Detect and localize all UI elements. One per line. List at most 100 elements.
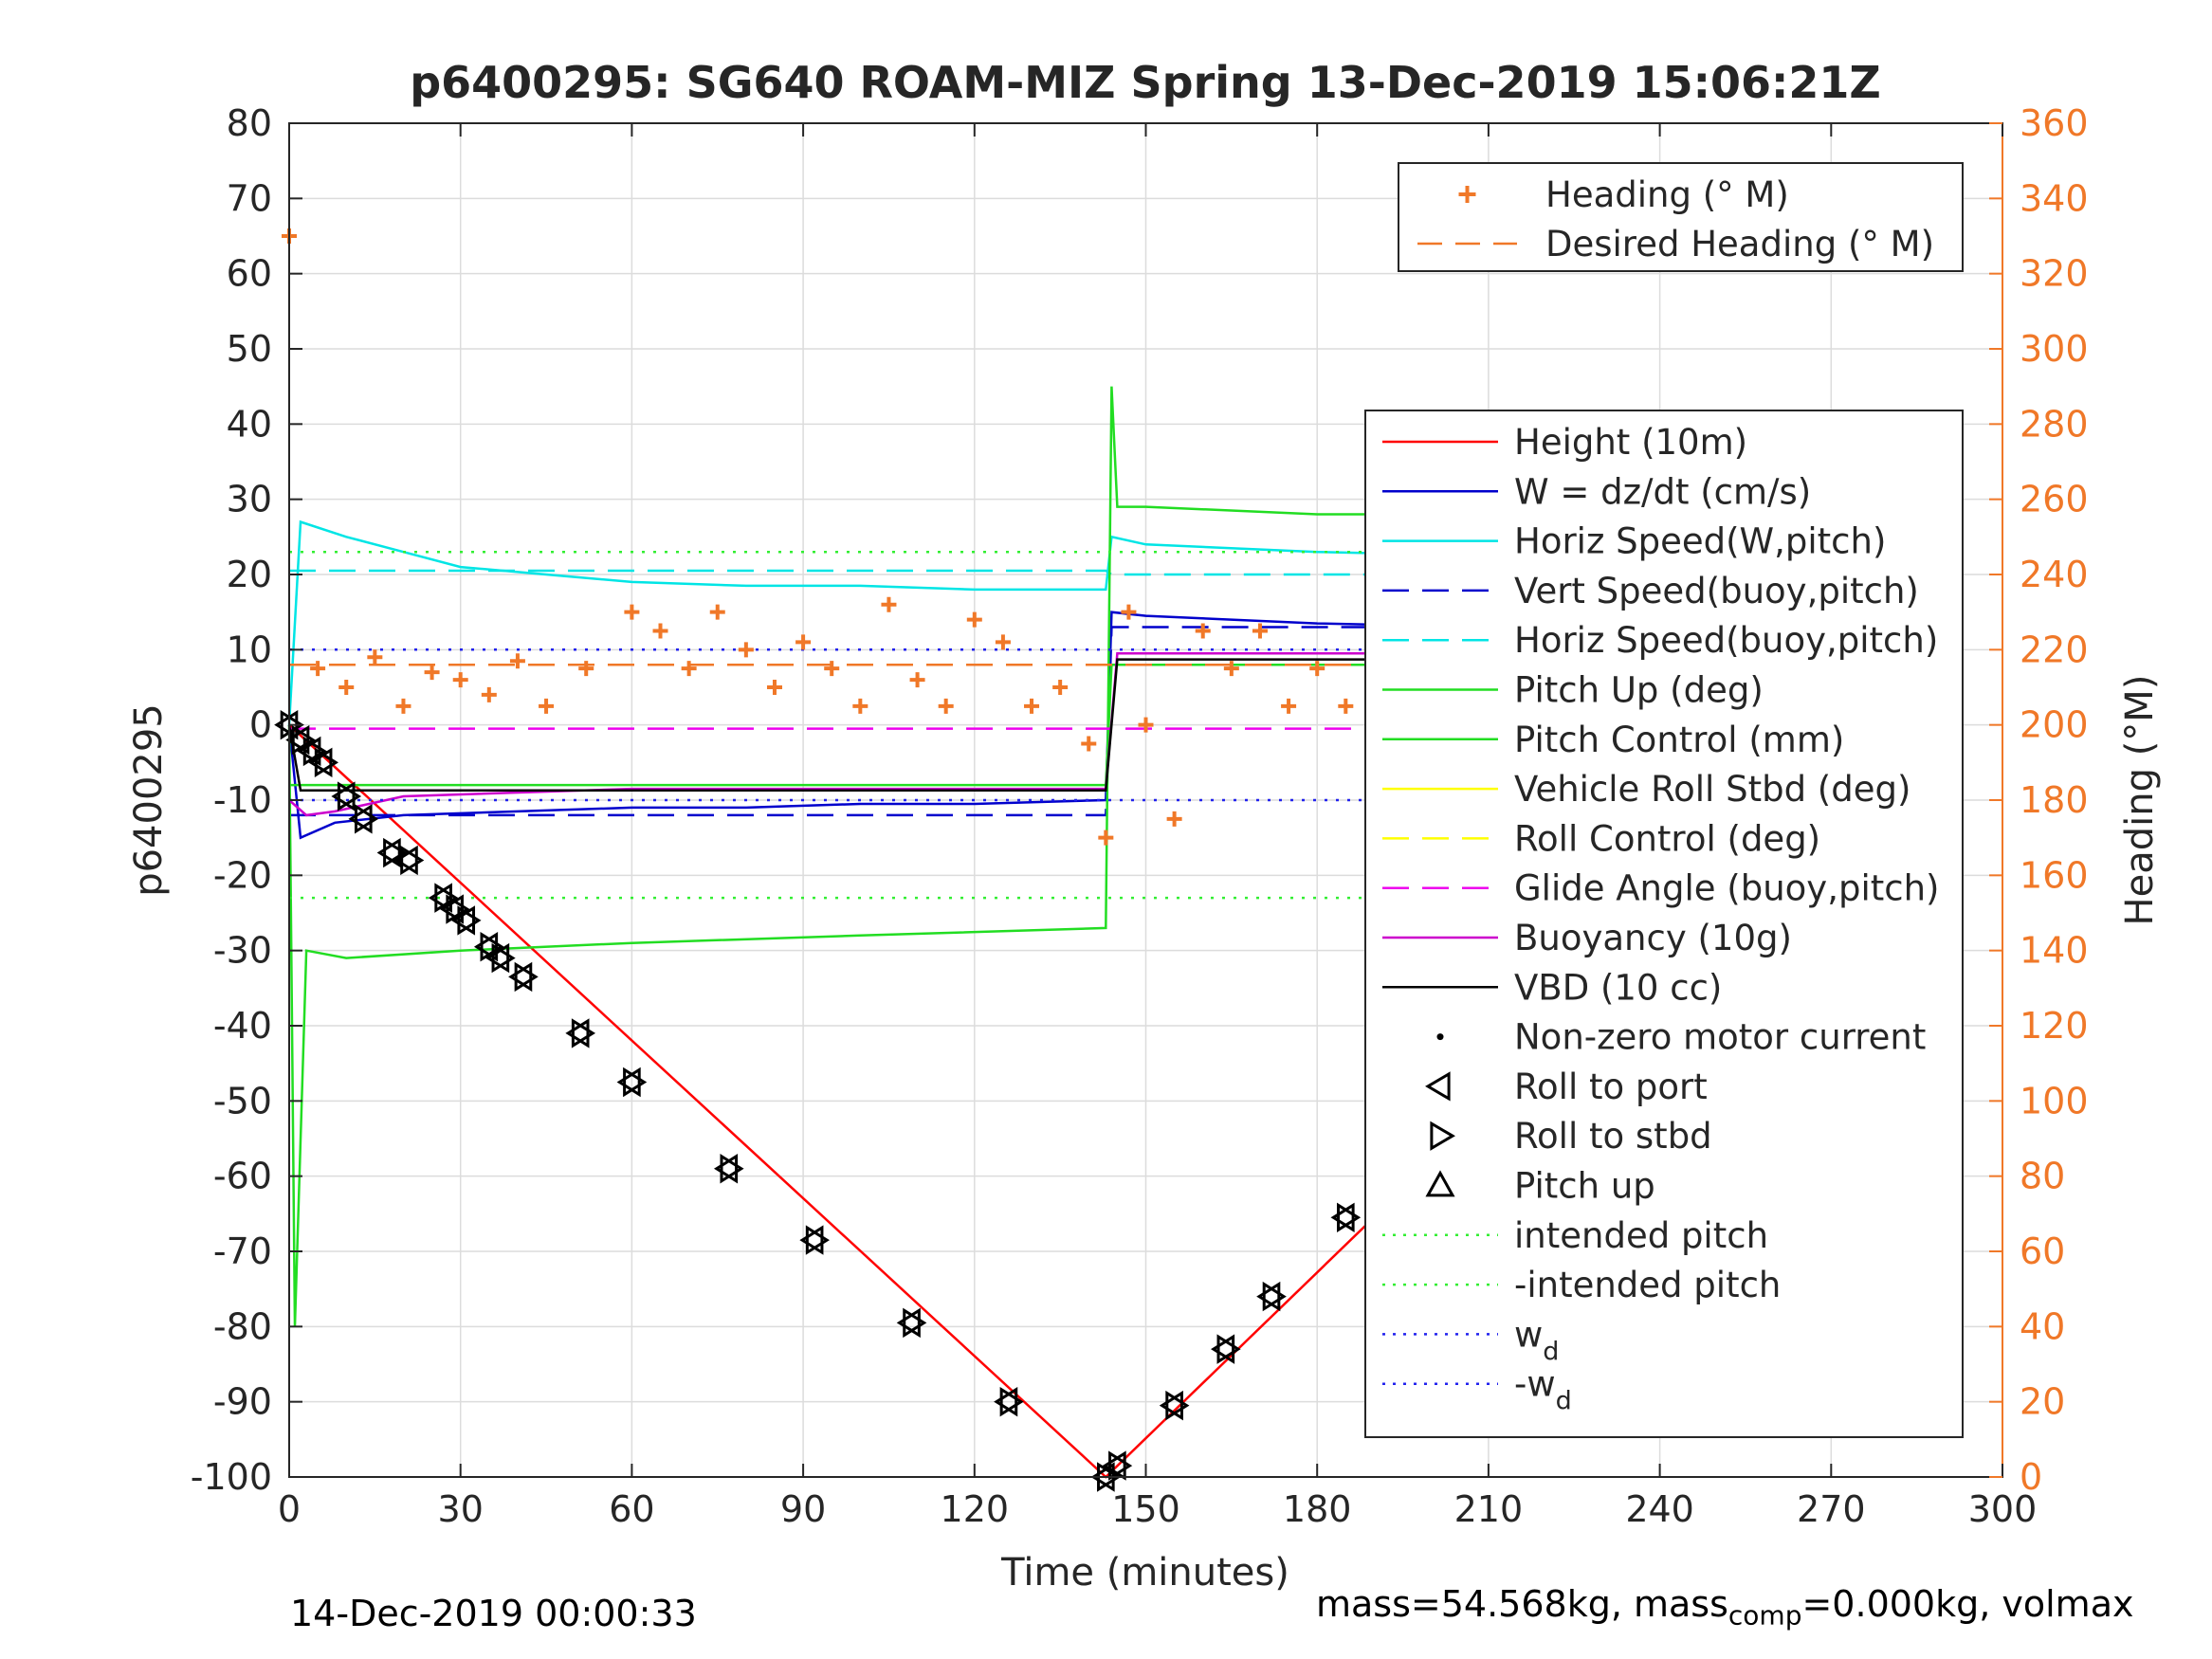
y-tick-label: -90 bbox=[213, 1381, 272, 1423]
y2-tick-label: 120 bbox=[2020, 1005, 2089, 1047]
heading-point bbox=[424, 665, 440, 681]
x-tick-label: 300 bbox=[1968, 1488, 2038, 1530]
y2-tick-label: 180 bbox=[2020, 779, 2089, 821]
roll-stbd-marker bbox=[434, 883, 459, 913]
legend-label-text: Horiz Speed(buoy,pitch) bbox=[1514, 620, 1938, 661]
heading-point bbox=[1223, 661, 1239, 677]
y2-tick-label: 80 bbox=[2020, 1156, 2065, 1197]
heading-point bbox=[681, 661, 697, 677]
heading-point bbox=[966, 611, 982, 628]
legend-label-text: VBD (10 cc) bbox=[1514, 967, 1722, 1008]
legend-label: Height (10m) bbox=[1514, 422, 1747, 463]
legend-label: -intended pitch bbox=[1514, 1265, 1781, 1305]
heading-point bbox=[1309, 661, 1325, 677]
y-tick-label: -40 bbox=[213, 1005, 272, 1047]
legend-label: Roll to stbd bbox=[1514, 1116, 1712, 1157]
legend-heading: Heading (° M) Desired Heading (° M) bbox=[1398, 162, 1964, 272]
heading-point bbox=[367, 649, 383, 665]
y-tick-label: -70 bbox=[213, 1231, 272, 1272]
x-tick-label: 240 bbox=[1625, 1488, 1694, 1530]
roll-stbd-marker bbox=[400, 845, 425, 876]
legend-label-text: Pitch Up (deg) bbox=[1514, 670, 1764, 711]
vert-speed-buoy-pitch-line bbox=[289, 626, 1872, 817]
legend-label: Roll Control (deg) bbox=[1514, 818, 1820, 859]
x-tick-label: 270 bbox=[1797, 1488, 1866, 1530]
heading-point bbox=[1338, 698, 1354, 714]
legend-swatch-pitch-up bbox=[1425, 1170, 1455, 1197]
legend-label: Horiz Speed(W,pitch) bbox=[1514, 521, 1886, 562]
roll-port-marker bbox=[616, 1066, 641, 1098]
y2-tick-label: 220 bbox=[2020, 629, 2089, 670]
y-tick-label: 10 bbox=[227, 629, 272, 670]
roll-port-marker bbox=[348, 804, 373, 834]
roll-stbd-marker bbox=[480, 931, 504, 962]
legend-label: Vert Speed(buoy,pitch) bbox=[1514, 571, 1919, 611]
heading-point bbox=[509, 653, 525, 669]
heading-point bbox=[1081, 736, 1097, 752]
heading-point bbox=[1166, 811, 1182, 827]
roll-port-marker bbox=[896, 1307, 921, 1339]
legend-label: Pitch Control (mm) bbox=[1514, 720, 1844, 760]
roll-stbd-marker bbox=[1165, 1390, 1190, 1421]
heading-point bbox=[578, 661, 594, 677]
heading-point bbox=[881, 596, 897, 612]
chart-title: p6400295: SG640 ROAM-MIZ Spring 13-Dec-2… bbox=[410, 57, 1881, 108]
roll-stbd-marker bbox=[302, 736, 327, 767]
roll-stbd-marker bbox=[457, 905, 482, 936]
roll-stbd-marker bbox=[999, 1386, 1024, 1417]
roll-stbd-marker bbox=[623, 1066, 648, 1098]
roll-port-marker bbox=[508, 961, 533, 993]
roll-port-marker bbox=[331, 781, 356, 811]
x-tick-label: 90 bbox=[780, 1488, 826, 1530]
y-axis-label: p6400295 bbox=[127, 703, 171, 897]
heading-point bbox=[624, 604, 640, 620]
roll-port-marker bbox=[994, 1386, 1018, 1417]
legend-label: -wd bbox=[1514, 1364, 1572, 1416]
y2-tick-label: 320 bbox=[2020, 253, 2089, 295]
y2-tick-label: 300 bbox=[2020, 328, 2089, 370]
roll-port-marker bbox=[450, 905, 476, 936]
legend-label-text: Height (10m) bbox=[1514, 422, 1747, 463]
x-tick-label: 180 bbox=[1283, 1488, 1352, 1530]
legend-label: Roll to port bbox=[1514, 1066, 1708, 1107]
roll-stbd-marker bbox=[314, 747, 338, 778]
legend-label-text: intended pitch bbox=[1514, 1215, 1768, 1256]
legend-label-text: Vehicle Roll Stbd (deg) bbox=[1514, 769, 1910, 810]
legend-label-sub: d bbox=[1543, 1337, 1559, 1366]
roll-stbd-marker bbox=[337, 781, 362, 811]
legend-label: Pitch Up (deg) bbox=[1514, 670, 1764, 711]
footer-mass-sub: comp bbox=[1728, 1599, 1802, 1632]
legend-label-text: Horiz Speed(W,pitch) bbox=[1514, 521, 1886, 562]
x-tick-label: 150 bbox=[1111, 1488, 1180, 1530]
y2-tick-label: 240 bbox=[2020, 554, 2089, 595]
roll-port-marker bbox=[565, 1018, 590, 1048]
y-tick-label: 60 bbox=[227, 253, 272, 295]
legend-swatch-roll-to-stbd bbox=[1430, 1121, 1455, 1151]
roll-stbd-marker bbox=[514, 961, 539, 993]
heading-point bbox=[738, 642, 754, 658]
roll-port-marker bbox=[1159, 1390, 1183, 1421]
legend-label-text: Glide Angle (buoy,pitch) bbox=[1514, 868, 1939, 909]
legend-label: Pitch up bbox=[1514, 1166, 1655, 1207]
roll-port-marker bbox=[485, 942, 510, 974]
y-tick-label: -80 bbox=[213, 1305, 272, 1347]
heading-point bbox=[995, 634, 1011, 650]
y-tick-label: 80 bbox=[227, 102, 272, 144]
legend-label-text: Non-zero motor current bbox=[1514, 1017, 1926, 1058]
legend-main-box bbox=[1364, 410, 1964, 1438]
heading-point bbox=[1121, 604, 1137, 620]
legend-label: Glide Angle (buoy,pitch) bbox=[1514, 868, 1939, 909]
legend-label-sub: d bbox=[1556, 1387, 1572, 1416]
legend-label-text: Buoyancy (10g) bbox=[1514, 918, 1792, 958]
legend-top-label: Desired Heading (° M) bbox=[1545, 224, 1934, 264]
roll-stbd-marker bbox=[355, 804, 379, 834]
heading-point bbox=[1138, 717, 1154, 733]
legend-label: Buoyancy (10g) bbox=[1514, 918, 1792, 958]
legend-label: wd bbox=[1514, 1314, 1559, 1366]
heading-point bbox=[652, 623, 668, 639]
heading-point bbox=[709, 604, 725, 620]
y-tick-label: 0 bbox=[249, 704, 272, 746]
heading-point bbox=[1195, 623, 1211, 639]
roll-port-marker bbox=[1210, 1334, 1235, 1364]
